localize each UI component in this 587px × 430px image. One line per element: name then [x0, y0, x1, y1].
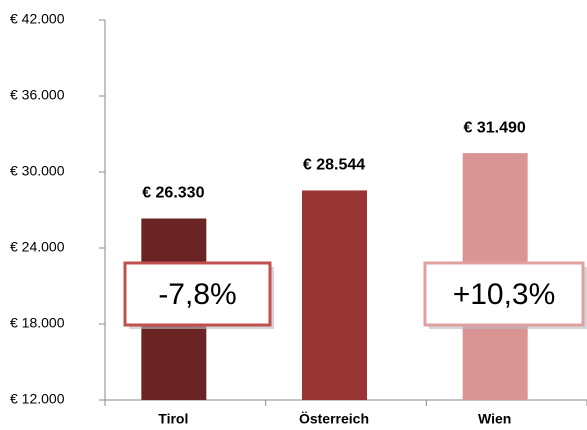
y-tick-label: € 30.000	[10, 163, 65, 179]
value-label: € 31.490	[464, 119, 526, 136]
x-tick-label: Österreich	[299, 411, 369, 427]
annotation-box	[423, 261, 585, 327]
y-tick-label: € 36.000	[10, 87, 65, 103]
x-tick-label: Tirol	[158, 411, 188, 427]
value-label: € 28.544	[303, 157, 365, 174]
y-tick-label: € 24.000	[10, 239, 65, 255]
y-tick-label: € 42.000	[10, 11, 65, 27]
y-tick-label: € 12.000	[10, 391, 65, 407]
bar	[302, 190, 367, 400]
x-tick-label: Wien	[478, 411, 511, 427]
y-tick-label: € 18.000	[10, 315, 65, 331]
value-label: € 26.330	[142, 185, 204, 202]
annotation-text: -7,8%	[158, 278, 236, 311]
annotation-text: +10,3%	[453, 278, 556, 311]
annotation-box	[123, 261, 272, 327]
